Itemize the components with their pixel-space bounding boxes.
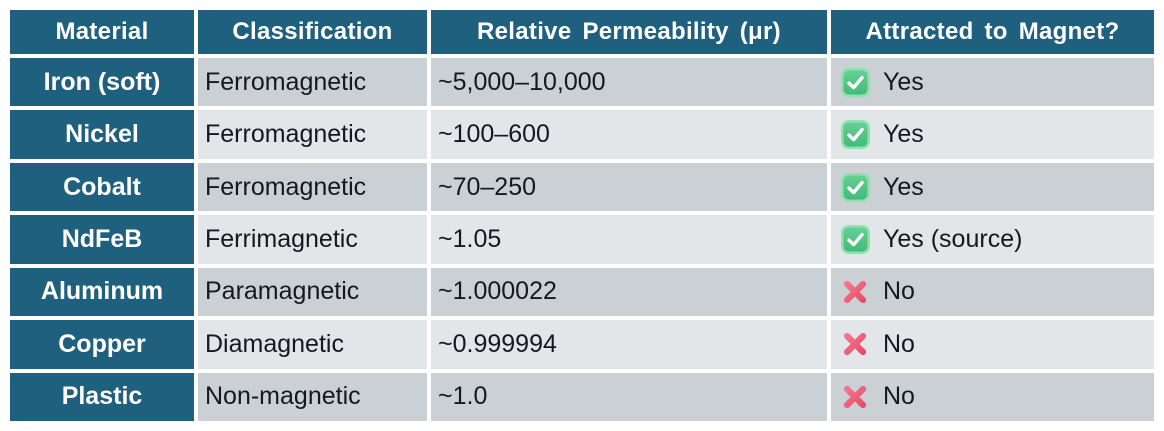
attracted-label: Yes (source)	[883, 224, 1023, 253]
attracted-icon-slot	[840, 382, 870, 412]
material-cell: Copper	[10, 320, 194, 369]
classification-cell: Ferromagnetic	[198, 110, 427, 159]
column-header-material: Material	[10, 10, 194, 54]
attracted-icon-slot	[840, 120, 870, 150]
cross-icon	[843, 280, 867, 303]
table-row-iron: Iron (soft) Ferromagnetic ~5,000–10,000 …	[10, 58, 1154, 107]
attracted-content: Yes (source)	[831, 224, 1154, 254]
permeability-cell: ~5,000–10,000	[431, 58, 827, 107]
attracted-cell: No	[831, 320, 1154, 369]
attracted-content: Yes	[831, 67, 1154, 97]
table-row-aluminum: Aluminum Paramagnetic ~1.000022 No	[10, 267, 1154, 317]
attracted-content: No	[831, 382, 1154, 412]
classification-cell: Non-magnetic	[198, 372, 427, 421]
attracted-icon-slot	[840, 224, 870, 254]
header-row: Material Classification Relative Permeab…	[10, 10, 1154, 54]
attracted-icon-slot	[840, 329, 870, 359]
attracted-icon-slot	[840, 67, 870, 97]
table-row-ndfeb: NdFeB Ferrimagnetic ~1.05 Yes (source)	[10, 215, 1154, 264]
permeability-cell: ~1.0	[431, 372, 827, 421]
classification-cell: Ferromagnetic	[198, 162, 427, 212]
attracted-icon-slot	[840, 277, 870, 307]
attracted-label: Yes	[883, 172, 924, 201]
attracted-cell: No	[831, 372, 1154, 421]
attracted-cell: No	[831, 267, 1154, 317]
cross-icon	[843, 385, 867, 408]
material-cell: Aluminum	[10, 267, 194, 317]
permeability-cell: ~100–600	[431, 110, 827, 159]
attracted-content: No	[831, 329, 1154, 359]
check-icon	[840, 224, 870, 254]
table-row-plastic: Plastic Non-magnetic ~1.0 No	[10, 372, 1154, 421]
table-row-copper: Copper Diamagnetic ~0.999994 No	[10, 320, 1154, 369]
permeability-cell: ~1.000022	[431, 267, 827, 317]
cross-icon	[843, 333, 867, 356]
classification-cell: Ferrimagnetic	[198, 215, 427, 264]
material-cell: Cobalt	[10, 162, 194, 212]
attracted-label: Yes	[883, 67, 924, 96]
attracted-label: No	[883, 329, 915, 358]
attracted-label: No	[883, 382, 915, 411]
table-row-cobalt: Cobalt Ferromagnetic ~70–250 Yes	[10, 162, 1154, 212]
classification-cell: Paramagnetic	[198, 267, 427, 317]
permeability-cell: ~1.05	[431, 215, 827, 264]
attracted-icon-slot	[840, 172, 870, 202]
attracted-cell: Yes	[831, 110, 1154, 159]
check-icon	[840, 120, 870, 150]
attracted-content: No	[831, 277, 1154, 307]
check-icon	[840, 172, 870, 202]
material-cell: Nickel	[10, 110, 194, 159]
check-icon	[840, 67, 870, 97]
table-row-nickel: Nickel Ferromagnetic ~100–600 Yes	[10, 110, 1154, 159]
column-header-permeability: Relative Permeability (μr)	[431, 10, 827, 54]
attracted-cell: Yes	[831, 58, 1154, 107]
attracted-label: No	[883, 277, 915, 306]
material-cell: Iron (soft)	[10, 58, 194, 107]
attracted-cell: Yes (source)	[831, 215, 1154, 264]
attracted-content: Yes	[831, 120, 1154, 150]
attracted-content: Yes	[831, 172, 1154, 202]
classification-cell: Diamagnetic	[198, 320, 427, 369]
permeability-cell: ~0.999994	[431, 320, 827, 369]
column-header-attracted: Attracted to Magnet?	[831, 10, 1154, 54]
permeability-cell: ~70–250	[431, 162, 827, 212]
material-cell: Plastic	[10, 372, 194, 421]
classification-cell: Ferromagnetic	[198, 58, 427, 107]
magnetic-materials-table: Material Classification Relative Permeab…	[6, 6, 1158, 425]
attracted-label: Yes	[883, 120, 924, 149]
attracted-cell: Yes	[831, 162, 1154, 212]
column-header-classification: Classification	[198, 10, 427, 54]
material-cell: NdFeB	[10, 215, 194, 264]
